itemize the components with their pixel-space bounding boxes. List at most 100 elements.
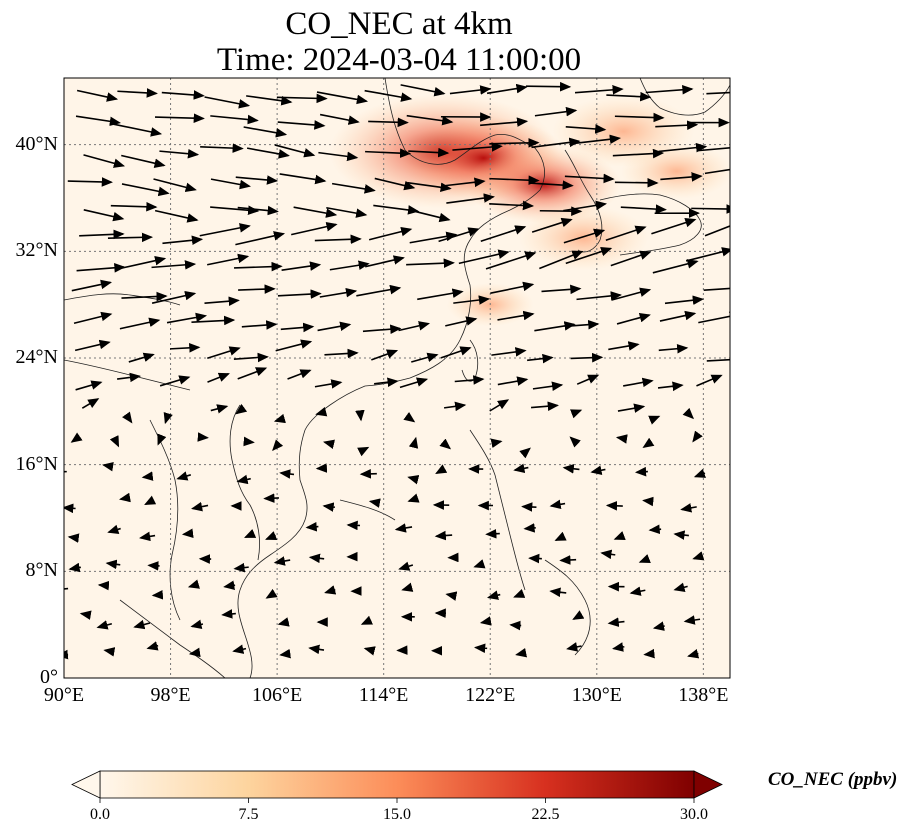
wind-arrow [403,411,416,423]
wind-arrow [525,81,572,92]
wind-arrow [277,289,322,299]
colorbar-tick-label: 0.0 [90,806,110,823]
wind-arrow [67,177,113,187]
wind-arrow [188,647,201,658]
wind-arrow [244,529,257,538]
wind-arrow [329,260,370,271]
wind-arrow [607,617,625,627]
lon-tick-label: 122°E [465,684,516,706]
wind-arrow [119,317,161,330]
wind-arrow [161,90,205,100]
wind-arrow [360,615,374,625]
wind-arrow [276,93,328,104]
wind-arrow [273,556,291,566]
wind-arrow [154,113,205,123]
wind-arrow [181,528,194,538]
wind-arrow [119,492,131,503]
wind-arrow [76,263,126,273]
wind-arrow [128,352,155,363]
wind-arrow [489,175,540,185]
wind-arrow [409,231,458,244]
wind-arrow [308,644,325,655]
wind-arrow [141,471,154,481]
wind-arrow [346,520,361,531]
concentration-plume [518,205,649,271]
wind-arrow [563,200,607,212]
wind-arrow [120,255,167,270]
colorbar-tick-label: 15.0 [383,806,411,823]
wind-arrow [221,609,236,619]
wind-arrow [317,321,352,332]
wind-arrow [491,347,527,357]
wind-arrow [359,469,377,479]
wind-arrow [486,590,501,600]
wind-arrow [238,284,276,294]
wind-arrow [541,284,582,295]
wind-arrow [170,343,201,353]
lon-tick-label: 106°E [252,684,303,706]
wind-arrow [453,295,491,305]
wind-arrow [606,91,652,102]
wind-arrow [480,117,529,127]
wind-arrow [704,168,730,175]
wind-arrow [279,469,295,479]
wind-arrow [608,341,640,351]
wind-arrow [489,138,540,148]
wind-arrow [408,147,450,158]
colorbar-extend-max [693,770,723,799]
wind-arrow [614,112,665,123]
wind-arrow [235,403,248,415]
wind-arrow [315,407,328,417]
wind-arrow [473,559,486,569]
wind-arrow [617,403,646,413]
wind-arrow [279,173,327,185]
wind-arrow [243,126,288,138]
wind-arrow [569,436,581,448]
lat-tick-label: 24°N [15,346,58,368]
wind-arrow [612,148,665,159]
wind-arrow [600,549,616,560]
wind-arrow [576,374,600,385]
wind-arrow [159,375,191,387]
wind-arrow [234,261,283,272]
colorbar [71,770,723,803]
wind-arrow [157,433,167,446]
wind-arrow [121,154,166,168]
wind-arrow [660,172,703,182]
wind-arrow [113,123,163,137]
wind-arrow [485,528,500,539]
wind-arrow [75,115,122,127]
wind-arrow [210,114,259,125]
wind-arrow [706,358,730,362]
wind-arrow [687,649,700,659]
colorbar-tick-label: 7.5 [238,806,259,823]
wind-arrow [287,369,312,380]
wind-arrow [452,142,503,152]
wind-arrow [331,182,376,194]
wind-arrow [573,134,621,145]
wind-arrow [531,217,573,233]
wind-arrow [576,291,622,301]
wind-arrow [233,352,269,363]
wind-arrow [398,321,431,332]
wind-arrow [399,377,429,389]
wind-arrow [590,465,606,475]
wind-arrow [564,173,615,184]
wind-arrow [280,322,315,333]
wind-arrow [246,95,293,106]
wind-arrow [204,96,251,109]
map-frame [63,77,731,679]
wind-arrow [643,648,655,659]
wind-arrow [642,496,654,507]
wind-arrow [515,647,528,658]
wind-arrow [539,250,584,270]
wind-arrow [490,438,503,448]
wind-arrow [490,281,535,295]
wind-arrow [191,315,236,326]
wind-arrow [151,590,164,600]
colorbar-tick-label: 30.0 [680,806,708,823]
wind-arrow [232,644,247,654]
lon-tick-label: 114°E [358,684,409,706]
wind-arrow [153,178,197,192]
wind-arrow [236,474,251,485]
